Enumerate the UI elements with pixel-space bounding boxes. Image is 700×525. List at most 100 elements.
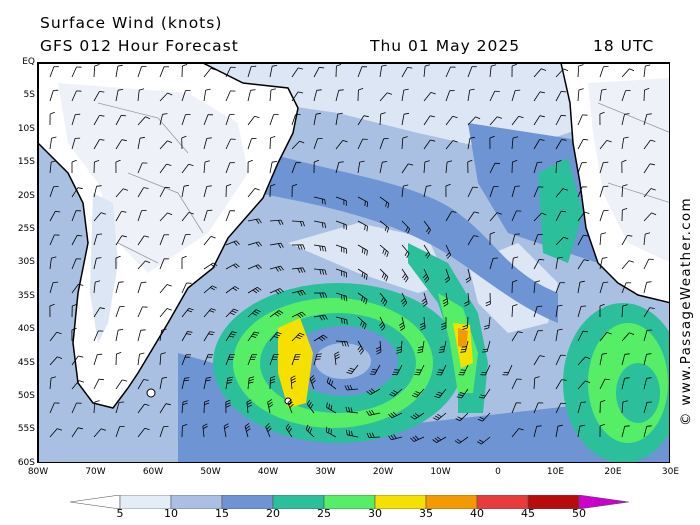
wind-barb-icon	[181, 377, 190, 390]
wind-barb-icon	[326, 402, 337, 414]
wind-barb-icon	[555, 328, 563, 342]
wind-barb-icon	[93, 428, 107, 438]
wind-barb-icon	[577, 356, 591, 366]
wind-barb-icon	[313, 66, 325, 78]
wind-barb-icon	[269, 114, 279, 126]
wind-barb-icon	[599, 161, 609, 174]
wind-barb-icon	[287, 399, 294, 414]
wind-barb-icon	[137, 162, 148, 174]
wind-barb-icon	[159, 113, 168, 126]
wind-barb-icon	[137, 281, 147, 294]
wind-barb-icon	[357, 340, 364, 355]
wind-barb-icon	[410, 412, 425, 420]
wind-barb-icon	[115, 235, 127, 246]
wind-barb-icon	[335, 316, 348, 325]
wind-barb-icon	[269, 219, 284, 225]
wind-barb-icon	[291, 311, 306, 319]
wind-barb-icon	[269, 65, 278, 78]
wind-barb-icon	[285, 423, 293, 438]
wind-barb-icon	[225, 66, 236, 78]
wind-barb-icon	[423, 139, 436, 150]
wind-barb-icon	[533, 139, 545, 150]
wind-barb-icon	[643, 281, 652, 294]
wind-barb-icon	[577, 138, 589, 150]
wind-barb-icon	[335, 244, 347, 254]
wind-barb-icon	[555, 256, 563, 270]
wind-barb-icon	[467, 88, 475, 102]
wind-barb-icon	[181, 424, 188, 438]
wind-barb-icon	[511, 63, 517, 78]
wind-barb-icon	[115, 89, 124, 102]
wind-barb-icon	[159, 234, 169, 246]
wind-barb-icon	[159, 163, 172, 174]
wind-barb-icon	[49, 186, 59, 198]
wind-barb-icon	[181, 331, 193, 342]
lat-label: 40S	[17, 324, 35, 335]
wind-barb-icon	[137, 116, 151, 126]
wind-barb-icon	[410, 435, 425, 442]
wind-barb-icon	[335, 196, 347, 206]
wind-barb-icon	[247, 138, 257, 150]
wind-barb-icon	[621, 400, 628, 414]
wind-barb-icon	[643, 139, 656, 150]
wind-barb-icon	[357, 220, 368, 232]
wind-barb-icon	[115, 188, 129, 198]
legend-label: 30	[368, 507, 382, 520]
legend-label: 45	[521, 507, 535, 520]
wind-barb-icon	[511, 428, 524, 438]
lat-label: 45S	[17, 357, 35, 368]
lat-label: EQ	[22, 57, 35, 67]
wind-barb-icon	[71, 113, 81, 126]
wind-barb-icon	[291, 184, 298, 198]
wind-barb-icon	[49, 356, 63, 366]
wind-barb-icon	[247, 188, 260, 198]
wind-barb-icon	[291, 289, 306, 296]
wind-barb-icon	[401, 268, 409, 283]
wind-barb-icon	[423, 160, 430, 174]
wind-barb-icon	[159, 186, 171, 198]
wind-speed-legend	[70, 495, 630, 509]
wind-barb-icon	[454, 436, 469, 444]
wind-barb-icon	[225, 263, 240, 270]
wind-barb-icon	[71, 210, 82, 222]
wind-barb-icon	[247, 218, 262, 224]
wind-barb-icon	[93, 115, 105, 126]
wind-barb-icon	[621, 260, 634, 270]
wind-barb-icon	[533, 186, 544, 198]
wind-barb-icon	[445, 183, 451, 198]
wind-barb-icon	[313, 334, 328, 342]
wind-barb-icon	[399, 316, 405, 331]
wind-barb-icon	[421, 292, 428, 307]
wind-barb-icon	[489, 231, 495, 246]
wind-barb-icon	[621, 425, 630, 438]
wind-barb-icon	[621, 90, 631, 102]
wind-barb-icon	[137, 352, 145, 366]
wind-barb-icon	[335, 268, 347, 278]
wind-barb-icon	[460, 340, 469, 353]
wind-barb-icon	[379, 268, 389, 282]
wind-barb-icon	[411, 388, 425, 398]
wind-barb-icon	[305, 424, 315, 438]
wind-barb-icon	[555, 424, 563, 438]
wind-barb-icon	[291, 220, 305, 227]
wind-barb-icon	[93, 64, 100, 78]
wind-barb-icon	[511, 402, 522, 414]
wind-barb-icon	[643, 88, 650, 102]
wind-barb-icon	[511, 256, 519, 270]
wind-barb-icon	[467, 211, 480, 222]
wind-barb-icon	[49, 136, 57, 150]
legend-label: 25	[317, 507, 331, 520]
wind-barb-icon	[203, 262, 218, 270]
wind-barb-icon	[49, 331, 62, 342]
wind-barb-icon	[71, 402, 82, 414]
wind-barb-icon	[621, 113, 630, 126]
wind-barb-icon	[489, 90, 500, 102]
wind-barb-icon	[621, 353, 630, 366]
wind-barb-icon	[93, 280, 101, 294]
wind-barb-icon	[181, 90, 191, 102]
wind-barb-icon	[392, 364, 403, 376]
wind-barb-icon	[314, 292, 328, 298]
lat-label: 30S	[17, 257, 35, 268]
wind-barb-icon	[445, 140, 458, 150]
wind-barb-icon	[599, 303, 605, 317]
